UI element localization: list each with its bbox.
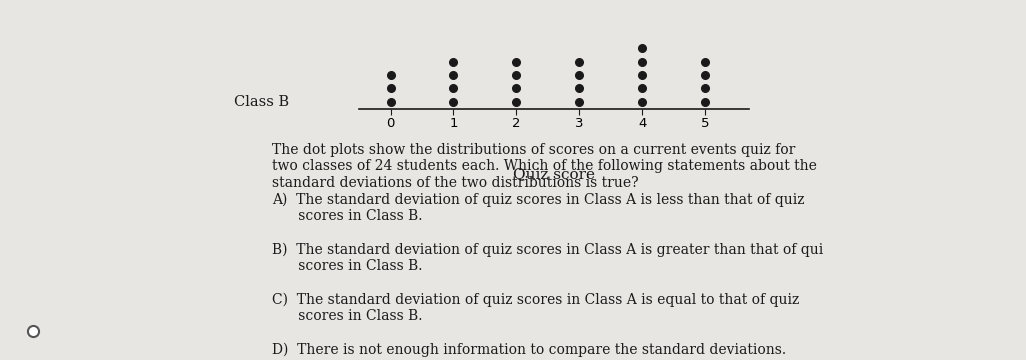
Text: The dot plots show the distributions of scores on a current events quiz for: The dot plots show the distributions of … xyxy=(272,143,795,157)
Text: scores in Class B.: scores in Class B. xyxy=(272,259,423,273)
Text: Quiz score: Quiz score xyxy=(513,167,595,181)
Text: Class B: Class B xyxy=(234,95,289,109)
Text: two classes of 24 students each. Which of the following statements about the: two classes of 24 students each. Which o… xyxy=(272,159,817,173)
Text: A)  The standard deviation of quiz scores in Class A is less than that of quiz: A) The standard deviation of quiz scores… xyxy=(272,193,804,207)
Text: C)  The standard deviation of quiz scores in Class A is equal to that of quiz: C) The standard deviation of quiz scores… xyxy=(272,292,799,307)
Text: D)  There is not enough information to compare the standard deviations.: D) There is not enough information to co… xyxy=(272,342,786,356)
Text: B)  The standard deviation of quiz scores in Class A is greater than that of qui: B) The standard deviation of quiz scores… xyxy=(272,242,823,257)
Text: standard deviations of the two distributions is true?: standard deviations of the two distribut… xyxy=(272,176,638,190)
Text: scores in Class B.: scores in Class B. xyxy=(272,209,423,223)
Text: scores in Class B.: scores in Class B. xyxy=(272,309,423,323)
